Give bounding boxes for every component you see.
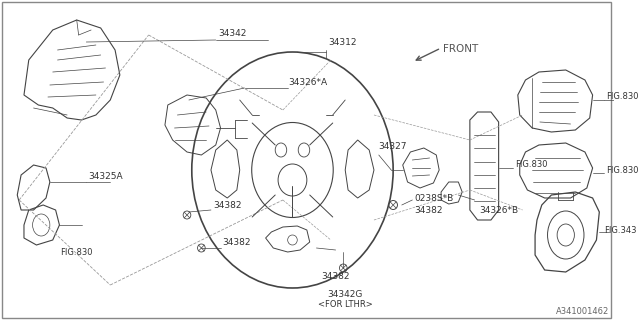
Text: 34312: 34312 — [328, 37, 356, 46]
Text: FIG.830: FIG.830 — [515, 160, 547, 169]
Text: 34326*A: 34326*A — [289, 77, 328, 86]
Text: FIG.343: FIG.343 — [604, 226, 637, 235]
Text: 34382: 34382 — [213, 201, 241, 210]
Text: FRONT: FRONT — [443, 44, 478, 54]
Text: FIG.830: FIG.830 — [606, 92, 639, 100]
Text: 0238S*B: 0238S*B — [414, 194, 454, 203]
Text: 34326*B: 34326*B — [479, 206, 518, 215]
Text: FIG.830: FIG.830 — [60, 248, 93, 257]
Text: FIG.830: FIG.830 — [606, 165, 639, 174]
Text: A341001462: A341001462 — [556, 307, 609, 316]
Text: 34382: 34382 — [223, 237, 251, 246]
Text: 34327: 34327 — [379, 142, 407, 151]
Text: 34382: 34382 — [321, 272, 350, 281]
Text: 34342G: 34342G — [328, 290, 363, 299]
Text: 34325A: 34325A — [88, 172, 123, 180]
Text: <FOR LTHR>: <FOR LTHR> — [318, 300, 372, 309]
Text: 34382: 34382 — [414, 206, 443, 215]
Text: 34342: 34342 — [219, 28, 247, 37]
